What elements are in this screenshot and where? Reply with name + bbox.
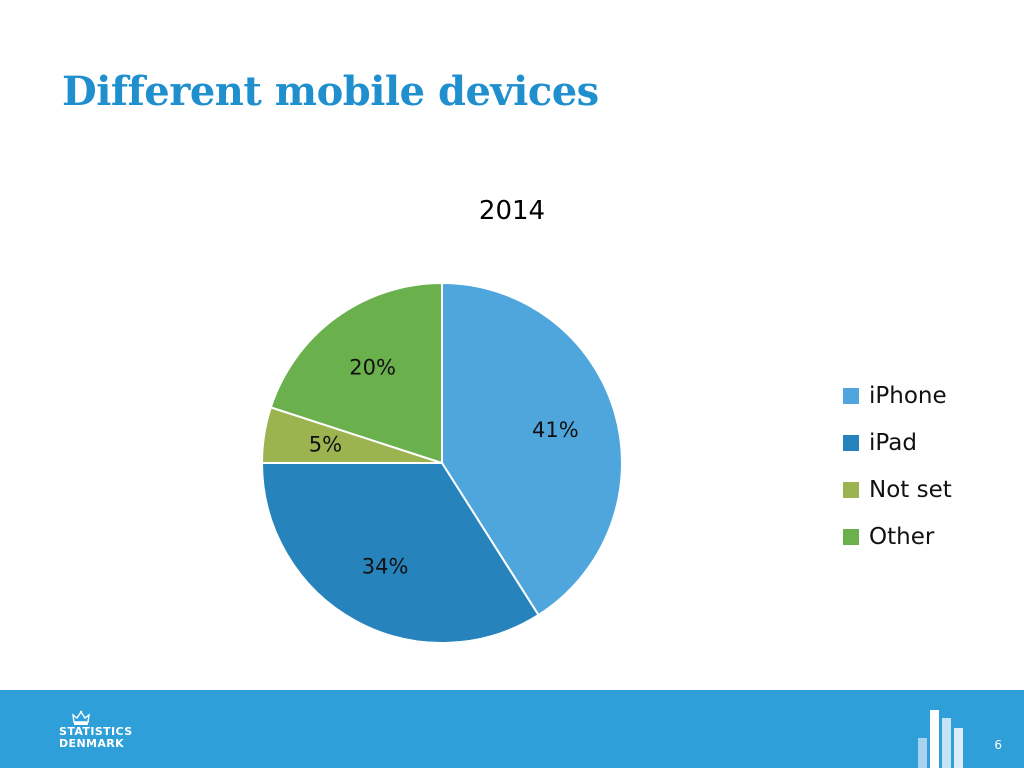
chart-title: 2014 bbox=[478, 196, 546, 226]
data-label-ipad: 34% bbox=[362, 554, 409, 578]
logo-line-1: STATISTICS bbox=[59, 725, 133, 738]
legend-label-not-set: Not set bbox=[869, 476, 952, 503]
legend-item-not-set: Not set bbox=[843, 466, 952, 513]
statistics-denmark-logo: STATISTICS DENMARK bbox=[59, 710, 149, 750]
pie-slice-other bbox=[269, 281, 443, 465]
pie-slice-iphone bbox=[441, 281, 623, 617]
page-number: 6 bbox=[994, 738, 1002, 752]
data-label-iphone: 41% bbox=[532, 418, 579, 442]
chart-legend: iPhone iPad Not set Other bbox=[843, 372, 952, 560]
data-label-not-set: 5% bbox=[309, 433, 342, 457]
legend-label-iphone: iPhone bbox=[869, 382, 947, 409]
crown-icon bbox=[72, 710, 90, 725]
legend-item-iphone: iPhone bbox=[843, 372, 952, 419]
legend-swatch-not-set bbox=[843, 481, 859, 498]
logo-line-2: DENMARK bbox=[59, 737, 125, 750]
legend-swatch-other bbox=[843, 528, 859, 545]
legend-swatch-iphone bbox=[843, 387, 859, 404]
legend-label-ipad: iPad bbox=[869, 429, 917, 456]
pie-slices bbox=[260, 281, 623, 644]
legend-swatch-ipad bbox=[843, 434, 859, 451]
legend-item-other: Other bbox=[843, 513, 952, 560]
slide-title: Different mobile devices bbox=[62, 68, 599, 115]
footer-bar: STATISTICS DENMARK 6 bbox=[0, 690, 1024, 768]
bars-chart-icon bbox=[918, 710, 963, 768]
pie-data-labels: 41% 34% 5% 20% bbox=[309, 356, 579, 579]
legend-label-other: Other bbox=[869, 523, 935, 550]
pie-slice-ipad bbox=[260, 462, 540, 644]
legend-item-ipad: iPad bbox=[843, 419, 952, 466]
data-label-other: 20% bbox=[349, 356, 396, 380]
